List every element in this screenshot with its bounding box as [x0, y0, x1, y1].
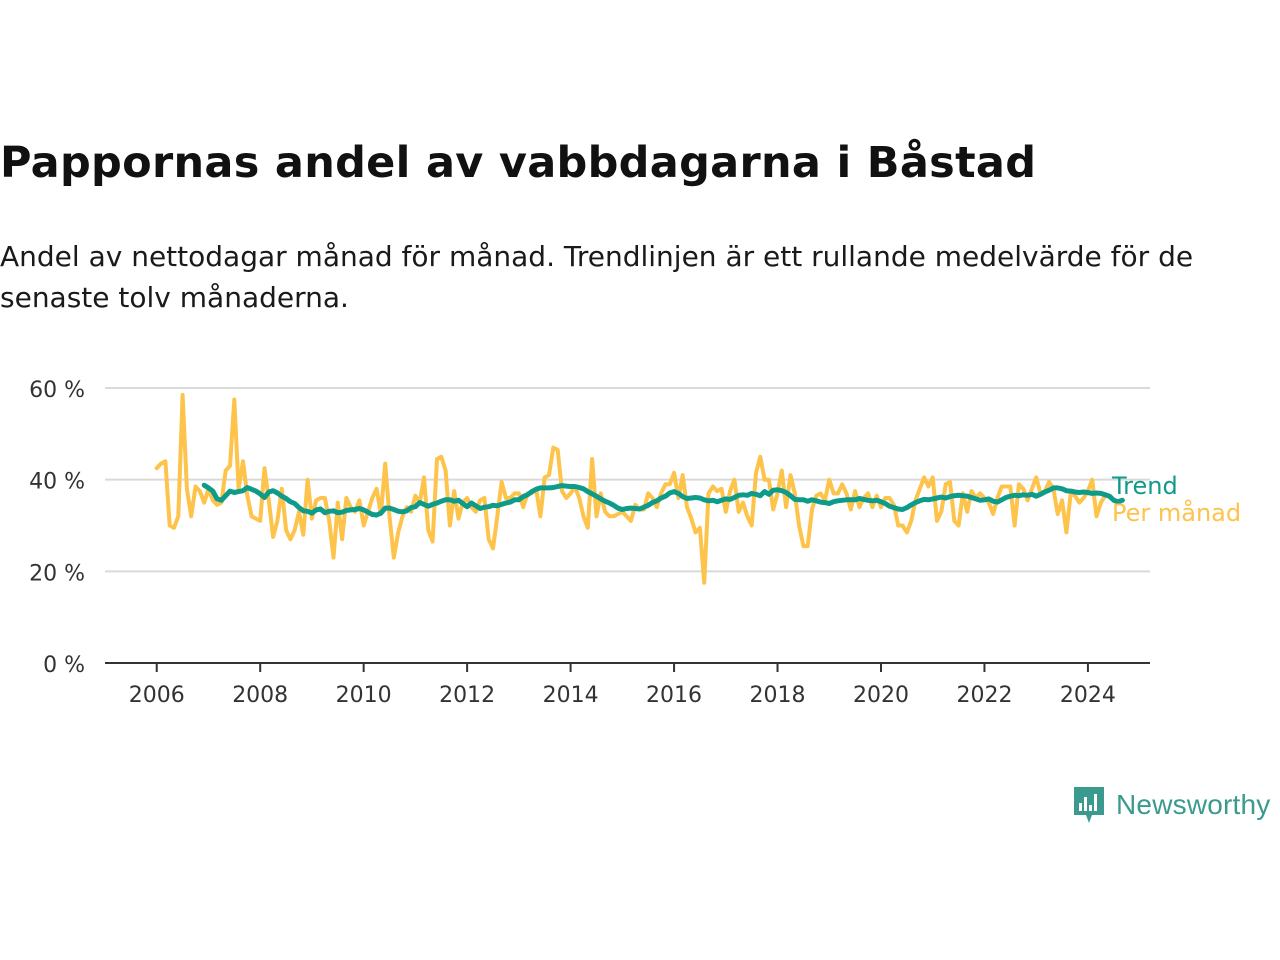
series-line-trend — [201, 482, 1125, 518]
series-line-per-manad — [154, 392, 1108, 585]
x-axis: 2006 2008 2010 2012 2014 2016 2018 2020 2022 2024 — [105, 662, 1150, 708]
x-tick-label: 2020 — [853, 683, 909, 708]
x-tick-label: 2016 — [646, 683, 702, 708]
x-tick-label: 2012 — [439, 683, 495, 708]
newsworthy-logo: Newsworthy — [1072, 785, 1270, 825]
y-tick-label: 20 % — [29, 561, 85, 586]
chart-title: Pappornas andel av vabbdagarna i Båstad — [0, 138, 1037, 188]
x-tick-label: 2018 — [750, 683, 806, 708]
y-tick-label: 0 % — [43, 653, 85, 678]
x-tick-label: 2006 — [129, 683, 185, 708]
newsworthy-chart-bubble-icon — [1074, 787, 1104, 823]
logo-text: Newsworthy — [1116, 789, 1271, 820]
x-tick-label: 2010 — [336, 683, 392, 708]
x-tick-label: 2008 — [232, 683, 288, 708]
line-chart: 0 % 20 % 40 % 60 % 2006 2008 2010 2012 2014 2016… — [29, 378, 1241, 708]
x-tick-label: 2024 — [1060, 683, 1116, 708]
y-tick-label: 60 % — [29, 378, 85, 403]
grid-lines — [105, 387, 1150, 573]
x-tick-label: 2014 — [543, 683, 599, 708]
series-lines — [154, 392, 1125, 585]
y-tick-label: 40 % — [29, 470, 85, 495]
x-tick-label: 2022 — [956, 683, 1012, 708]
y-axis-ticks: 0 % 20 % 40 % 60 % — [29, 378, 85, 678]
series-label-per-manad: Per månad — [1112, 498, 1241, 527]
chart-subtitle: Andel av nettodagar månad för månad. Tre… — [0, 240, 1194, 314]
series-label-trend: Trend — [1111, 472, 1178, 500]
